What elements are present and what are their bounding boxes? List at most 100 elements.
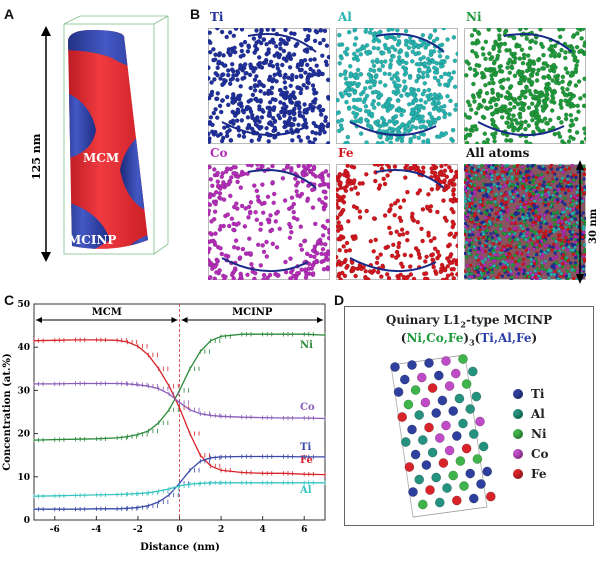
scale-bar-label: 30 nm xyxy=(588,208,599,244)
atom xyxy=(399,374,410,385)
atom xyxy=(431,408,442,418)
atom xyxy=(390,362,400,372)
legend-dot xyxy=(513,389,523,399)
atom xyxy=(468,493,479,504)
atom xyxy=(441,356,451,366)
x-tick-label: -4 xyxy=(91,525,101,535)
y-axis-label: Concentration (at.%) xyxy=(2,353,13,470)
atom xyxy=(461,379,472,389)
atom xyxy=(467,366,478,377)
unit-cell-formula: (Ni,Co,Fe)3(Ti,Al,Fe) xyxy=(400,331,538,348)
atom xyxy=(455,456,466,466)
atom xyxy=(438,458,449,468)
x-tick-label: -6 xyxy=(50,525,60,535)
element-map-label-ni: Ni xyxy=(466,10,482,24)
atom xyxy=(468,429,479,439)
atom xyxy=(458,418,468,429)
region-label-mcinp: MCINP xyxy=(68,233,116,247)
region-label-mcm: MCM xyxy=(92,307,122,318)
legend-item-co: Co xyxy=(513,447,549,461)
atom xyxy=(451,431,462,441)
legend-item-fe: Fe xyxy=(513,467,547,481)
element-map-fe xyxy=(336,164,458,280)
x-tick-label: -2 xyxy=(133,525,143,535)
element-map-label-fe: Fe xyxy=(338,146,354,160)
y-tick-label: 50 xyxy=(17,300,30,310)
atom xyxy=(397,412,408,422)
atom xyxy=(482,466,493,477)
panel-letter-b: B xyxy=(190,6,201,22)
y-tick-label: 20 xyxy=(17,430,30,440)
atom xyxy=(444,445,455,456)
panel-letter-a: A xyxy=(4,6,15,22)
atom xyxy=(448,470,459,481)
element-map-co xyxy=(208,164,330,280)
series-line-ti xyxy=(34,455,325,510)
atom xyxy=(472,454,483,464)
atom xyxy=(407,424,417,435)
series-label-al: Al xyxy=(299,485,312,496)
atom xyxy=(434,497,445,508)
y-tick-label: 10 xyxy=(17,473,30,483)
legend-dot xyxy=(513,449,523,459)
element-map-all-atoms xyxy=(464,164,586,280)
atom xyxy=(448,406,459,416)
atom xyxy=(417,499,428,510)
region-label-mcinp: MCINP xyxy=(232,307,273,318)
panel-letter-c: C xyxy=(4,292,15,308)
atom xyxy=(427,447,438,458)
element-map-label-al: Al xyxy=(338,10,352,24)
atom xyxy=(414,410,425,420)
atom xyxy=(424,422,434,433)
atom xyxy=(400,437,411,447)
atom xyxy=(408,487,418,497)
atom xyxy=(441,420,451,431)
legend-label: Ti xyxy=(531,387,545,401)
atom xyxy=(417,435,428,445)
atom xyxy=(465,468,476,479)
atom xyxy=(450,368,461,379)
bounding-box xyxy=(63,15,169,255)
legend-dot xyxy=(513,429,523,439)
atom xyxy=(420,397,431,408)
atom xyxy=(437,395,448,406)
scale-bar: 30 nm xyxy=(576,160,599,284)
atom xyxy=(478,441,489,452)
atom xyxy=(459,481,469,491)
series-line-fe xyxy=(33,339,326,476)
atom xyxy=(425,485,435,495)
concentration-profile-chart: -6 -4 -2 0 2 4 6 0 10 20 30 40 50 Ni Fe Co Ti Al MCM MCIN… xyxy=(2,300,326,553)
atom xyxy=(403,399,414,410)
length-label: 125 nm xyxy=(30,133,43,180)
atom xyxy=(393,387,404,397)
atom xyxy=(404,462,415,472)
x-tick-label: 0 xyxy=(176,525,182,535)
region-label-mcm: MCM xyxy=(83,151,119,165)
atom xyxy=(410,385,421,395)
atom xyxy=(427,383,438,393)
atom xyxy=(414,474,425,485)
atom xyxy=(471,391,482,402)
element-map-label-ti: Ti xyxy=(210,10,224,24)
atom xyxy=(461,443,472,454)
atom xyxy=(476,479,486,489)
series-line-co xyxy=(34,382,326,420)
series-label-ni: Ni xyxy=(300,340,313,351)
element-map-ni xyxy=(464,28,586,144)
element-map-label-all-atoms: All atoms xyxy=(466,146,530,160)
legend-label: Al xyxy=(531,407,545,421)
y-tick-label: 40 xyxy=(17,343,30,353)
element-map-label-co: Co xyxy=(210,146,228,160)
length-arrow xyxy=(41,26,51,262)
atom xyxy=(485,491,496,502)
series-label-ti: Ti xyxy=(300,442,311,453)
atom xyxy=(416,372,427,383)
x-axis-label: Distance (nm) xyxy=(140,542,220,553)
element-map-al xyxy=(336,28,458,144)
atom xyxy=(433,370,444,381)
atom xyxy=(421,460,432,470)
panel-a-tip-reconstruction: 125 nm MCM MCINP xyxy=(30,15,169,262)
x-tick-label: 2 xyxy=(218,525,224,535)
atom xyxy=(465,404,476,414)
legend-item-ni: Ni xyxy=(513,427,547,441)
